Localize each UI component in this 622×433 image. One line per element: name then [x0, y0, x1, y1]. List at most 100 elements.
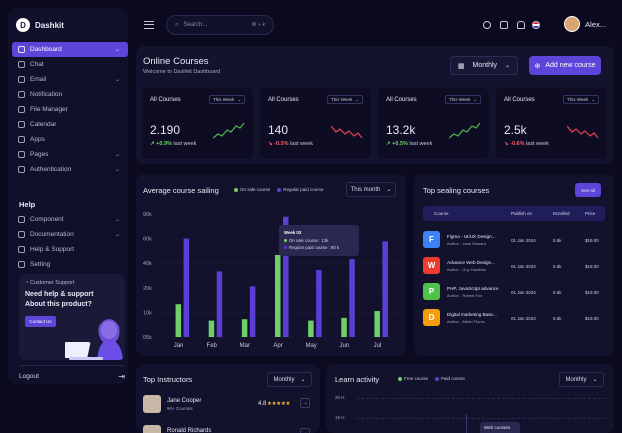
table-row[interactable]: D Digital marketing Base... Author - Alber… [423, 306, 605, 330]
x-tick-label: Jan [174, 343, 184, 349]
tooltip-line-text: Regular paid course : 80 k [289, 245, 340, 250]
learn-period-select[interactable]: Monthly ⌄ [559, 372, 604, 387]
logout-button[interactable]: Logout ⇥ [19, 365, 125, 387]
sidebar-item-pages[interactable]: Pages ⌄ [12, 147, 128, 162]
chevron-down-icon: ⌄ [114, 77, 120, 83]
chevron-down-icon: ⌄ [355, 96, 359, 102]
sidebar-item-file-manager[interactable]: File Manager [12, 102, 128, 117]
sidebar-item-authentication[interactable]: Authentication ⌄ [12, 162, 128, 177]
course-date: 01 Jan 2024 [511, 290, 536, 295]
learn-tooltip: Web courses [480, 422, 520, 433]
arrow-right-icon[interactable]: → [300, 428, 310, 433]
stat-value: 2.190 [150, 123, 181, 137]
add-course-button[interactable]: ⊕ Add new course [529, 56, 601, 75]
sidebar-item-calendar[interactable]: Calendar [12, 117, 128, 132]
stat-label: All Courses [268, 97, 299, 103]
nav-icon [18, 216, 25, 223]
sidebar-item-apps[interactable]: Apps [12, 132, 128, 147]
tooltip-line: On sale course : 13k [284, 237, 354, 245]
see-all-button[interactable]: See all [575, 183, 601, 197]
stat-card: All Courses This Week ⌄ 140 ↘ -0.3% last wee… [260, 88, 371, 159]
bar-on-sale-course-may[interactable] [308, 320, 314, 337]
sidebar-item-dashboard[interactable]: Dashboard ⌄ [12, 42, 128, 57]
menu-icon[interactable] [144, 21, 154, 29]
chevron-down-icon: ⌄ [505, 63, 511, 69]
stat-filter-select[interactable]: This Week ⌄ [327, 95, 363, 104]
instructors-period-select[interactable]: Monthly ⌄ [267, 372, 312, 387]
list-item[interactable]: Ronald Richards → [143, 425, 313, 433]
bar-on-sale-course-mar[interactable] [241, 319, 248, 337]
sidebar-item-label: Setting [30, 261, 51, 268]
bar-on-sale-course-jan[interactable] [175, 304, 182, 337]
language-flag-icon[interactable] [532, 21, 540, 29]
stat-filter-select[interactable]: This Week ⌄ [445, 95, 481, 104]
course-name: Figma - UI/UX Design... [447, 234, 496, 239]
bar-on-sale-course-jul[interactable] [374, 311, 380, 337]
user-menu[interactable]: Alex... [564, 16, 606, 32]
sidebar-item-help-support[interactable]: Help & Support [12, 242, 128, 257]
sidebar-item-setting[interactable]: Setting [12, 257, 128, 272]
bar-on-sale-course-apr[interactable] [275, 255, 281, 337]
search-shortcut: ⌘ + k [251, 22, 265, 28]
stat-value: 2.5k [504, 123, 527, 137]
chevron-down-icon: ⌄ [114, 47, 120, 53]
notification-icon[interactable] [517, 21, 525, 29]
sidebar-item-notification[interactable]: Notification [12, 87, 128, 102]
arrow-right-icon[interactable]: → [300, 398, 310, 408]
contact-us-button[interactable]: Contact Us [25, 316, 56, 327]
learn-gridline [356, 418, 606, 419]
x-tick-label: Jun [339, 343, 349, 349]
stat-change-note: last week [526, 141, 549, 147]
stat-label: All Courses [150, 97, 181, 103]
course-price: $19.00 [585, 264, 599, 269]
logo-icon: D [16, 18, 30, 32]
learn-legend: Free course Paid course [398, 376, 465, 381]
nav-icon [18, 261, 25, 268]
list-item[interactable]: Jane Cooper 90+ Courses 4.8 ★★★★★ → [143, 395, 313, 415]
bar-regular-paid-course-mar[interactable] [249, 286, 256, 337]
settings-icon[interactable] [500, 21, 508, 29]
nav-icon [18, 166, 25, 173]
period-select[interactable]: ▦ Monthly ⌄ [450, 56, 518, 75]
stat-label: All Courses [504, 97, 535, 103]
stat-filter-select[interactable]: This Week ⌄ [563, 95, 599, 104]
stat-filter-select[interactable]: This Week ⌄ [209, 95, 245, 104]
y-tick-label: 60k [143, 237, 152, 243]
stat-change: ↗ +0.9% last week [150, 141, 196, 147]
sparkline [213, 122, 245, 139]
search-input[interactable]: ⌕ Search... ⌘ + k [166, 15, 274, 35]
page-subtitle: Welcome to Dashkit Dashboard [143, 69, 221, 75]
bar-regular-paid-course-feb[interactable] [216, 271, 223, 337]
logo[interactable]: D Dashkit [16, 18, 64, 32]
trend-up-icon: ↗ [386, 141, 393, 147]
sidebar-item-label: Calendar [30, 121, 57, 128]
legend-item: Regular paid course [277, 187, 324, 192]
bar-regular-paid-course-jul[interactable] [382, 241, 388, 337]
column-header: Course [434, 211, 449, 216]
bar-regular-paid-course-may[interactable] [316, 270, 322, 337]
column-header: Enrolled [553, 211, 570, 216]
theme-toggle-icon[interactable] [483, 21, 491, 29]
bar-regular-paid-course-apr[interactable] [283, 216, 289, 337]
sales-period-select[interactable]: This month ⌄ [346, 182, 396, 197]
x-tick-label: Apr [273, 343, 282, 349]
sidebar-item-component[interactable]: Component ⌄ [12, 212, 128, 227]
table-row[interactable]: W Advance Web Design... Author - Guy Hawki… [423, 254, 605, 278]
learn-y-label: 15 H [335, 415, 345, 420]
sales-title: Average course sailing [143, 186, 219, 195]
bar-regular-paid-course-jun[interactable] [349, 259, 355, 337]
sidebar-item-documentation[interactable]: Documentation ⌄ [12, 227, 128, 242]
bar-regular-paid-course-jan[interactable] [183, 238, 190, 337]
learn-cursor-line [466, 414, 467, 433]
table-row[interactable]: P PHP, JavaScript advance... Author - Robe… [423, 280, 605, 304]
sparkline [331, 125, 363, 139]
legend-label: On sale course [240, 187, 271, 192]
x-tick-label: Mar [240, 343, 250, 349]
sidebar-item-email[interactable]: Email ⌄ [12, 72, 128, 87]
bar-on-sale-course-feb[interactable] [208, 320, 215, 337]
stat-filter-value: This Week [567, 97, 589, 102]
bar-on-sale-course-jun[interactable] [341, 317, 347, 337]
learn-activity-card: Learn activity Free course Paid course M… [326, 364, 614, 433]
table-row[interactable]: F Figma - UI/UX Design... Author - Jane Ho… [423, 228, 605, 252]
sidebar-item-chat[interactable]: Chat [12, 57, 128, 72]
